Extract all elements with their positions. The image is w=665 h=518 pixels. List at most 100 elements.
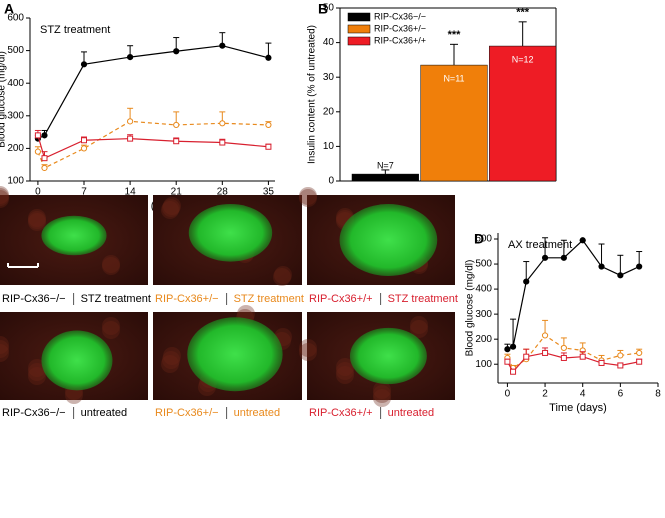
- x-axis-label: Time (days): [549, 402, 607, 414]
- cell-texture: [102, 255, 120, 273]
- significance: ***: [516, 7, 530, 19]
- point: [617, 362, 624, 369]
- islet: [41, 330, 113, 391]
- islet: [349, 327, 427, 385]
- cell-texture: [65, 386, 83, 404]
- islet: [187, 317, 283, 392]
- y-tick-label: 600: [475, 234, 492, 245]
- y-tick-label: 0: [328, 176, 334, 187]
- cell-texture: [0, 190, 9, 208]
- point: [541, 332, 549, 339]
- cell-texture: [0, 344, 9, 362]
- x-tick-label: 0: [35, 187, 41, 198]
- cell-texture: [299, 189, 317, 207]
- point: [219, 120, 226, 127]
- chart-title: AX treatment: [508, 239, 572, 251]
- x-tick-label: 7: [81, 187, 87, 198]
- caption-treatment: STZ treatment: [388, 293, 458, 305]
- cell-texture: [0, 188, 9, 206]
- point: [504, 346, 511, 353]
- point: [617, 352, 624, 359]
- series-line: [37, 135, 269, 160]
- point: [127, 118, 134, 125]
- islet: [188, 204, 273, 262]
- point: [579, 353, 586, 360]
- cell-texture: [28, 367, 46, 385]
- point: [636, 358, 643, 365]
- cell-texture: [102, 257, 120, 275]
- cell-texture: [162, 199, 180, 217]
- point: [636, 349, 643, 357]
- chart-title: STZ treatment: [40, 24, 110, 36]
- cell-texture: [410, 320, 428, 338]
- point: [542, 349, 549, 356]
- y-tick-label: 400: [475, 284, 492, 295]
- legend-swatch: [347, 36, 371, 46]
- cell-texture: [28, 359, 46, 377]
- y-axis-label: Insulin content (% of untreated): [307, 25, 318, 164]
- cell-texture: [274, 266, 292, 284]
- point: [523, 278, 530, 285]
- point: [41, 155, 48, 162]
- point: [80, 61, 88, 68]
- y-tick-label: 40: [323, 37, 335, 48]
- cell-texture: [299, 339, 317, 357]
- point: [41, 164, 48, 172]
- y-tick-label: 600: [7, 13, 24, 24]
- point: [579, 237, 586, 244]
- point: [541, 254, 549, 261]
- x-tick-label: 2: [542, 389, 548, 400]
- point: [560, 354, 567, 361]
- legend-swatch: [347, 24, 371, 34]
- cell-texture: [336, 366, 354, 384]
- bar: [489, 45, 557, 182]
- cell-texture: [410, 316, 428, 334]
- y-tick-label: 200: [7, 143, 24, 154]
- cell-texture: [163, 197, 181, 215]
- x-tick-label: 28: [217, 187, 229, 198]
- caption-genotype: RIP-Cx36−/−: [2, 293, 66, 305]
- point: [127, 135, 134, 142]
- cell-texture: [0, 186, 9, 204]
- cell-texture: [161, 201, 179, 219]
- cell-texture: [163, 347, 181, 365]
- cell-texture: [28, 363, 46, 381]
- y-tick-label: 50: [323, 3, 335, 14]
- point: [617, 272, 624, 279]
- bar-annotation: N=12: [512, 54, 534, 64]
- point: [598, 359, 605, 366]
- caption-genotype: RIP-Cx36+/−: [155, 407, 219, 419]
- caption-genotype: RIP-Cx36+/+: [309, 293, 373, 305]
- y-tick-label: 30: [323, 72, 335, 83]
- point: [173, 121, 180, 129]
- point: [34, 132, 41, 139]
- y-axis-label: Blood glucose (mg/dl): [0, 51, 8, 148]
- caption-treatment: STZ treatment: [81, 293, 151, 305]
- legend-label: RIP-Cx36+/+: [374, 35, 426, 45]
- point: [265, 143, 272, 150]
- point: [504, 358, 511, 365]
- cell-texture: [299, 343, 317, 361]
- legend-label: RIP-Cx36−/−: [374, 11, 426, 21]
- x-tick-label: 14: [125, 187, 137, 198]
- point: [173, 138, 180, 145]
- point: [598, 263, 605, 270]
- caption-treatment: STZ treatment: [234, 293, 304, 305]
- x-tick-label: 6: [618, 389, 624, 400]
- point: [219, 139, 226, 146]
- caption-treatment: untreated: [81, 407, 127, 419]
- x-tick-label: 35: [263, 187, 275, 198]
- cell-texture: [102, 321, 120, 339]
- point: [560, 344, 567, 352]
- point: [219, 42, 226, 49]
- point: [34, 148, 42, 155]
- y-tick-label: 400: [7, 78, 24, 89]
- point: [509, 343, 517, 350]
- cell-texture: [102, 317, 120, 335]
- y-tick-label: 500: [7, 45, 24, 56]
- y-tick-label: 200: [475, 334, 492, 345]
- cell-texture: [0, 340, 9, 358]
- significance: ***: [448, 29, 462, 41]
- y-axis-label: Blood glucose (mg/dl): [465, 260, 476, 357]
